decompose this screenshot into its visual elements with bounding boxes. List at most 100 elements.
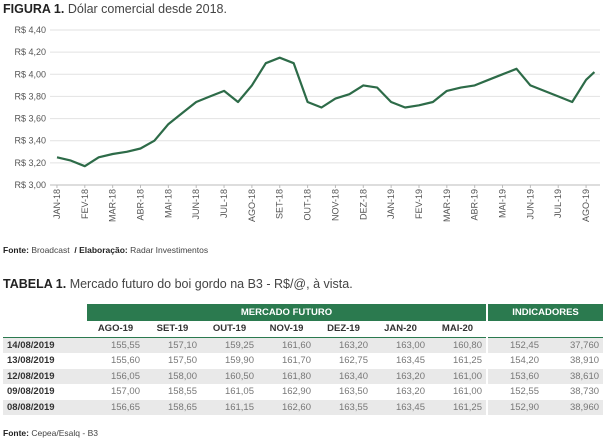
x-tick-label: MAR-18 (108, 189, 118, 222)
x-tick-label: JUN-18 (191, 189, 201, 220)
table-row: 09/08/2019 157,00 158,55 161,05 162,90 163,50… (3, 384, 603, 400)
x-tick-label: AGO-18 (247, 189, 257, 222)
column-header: NOV-19 (258, 321, 315, 338)
table-row: 12/08/2019 156,05 158,00 160,50 161,80 163,40… (3, 368, 604, 384)
table-cell: 161,05 (224, 386, 254, 398)
x-tick-label: ABR-18 (136, 189, 146, 221)
source-label: Fonte: (3, 245, 29, 255)
gap (486, 399, 488, 415)
figure-title: FIGURA 1. Dólar comercial desde 2018. (3, 2, 227, 16)
y-tick-label: R$ 3,00 (14, 180, 46, 190)
source-label: / Elaboração: (74, 245, 128, 255)
source-text: Broadcast (31, 245, 70, 255)
table-cell: 152,55 (509, 386, 539, 398)
group-header: INDICADORES (488, 304, 604, 321)
source-text: Cepea/Esalq - B3 (31, 428, 98, 438)
x-tick-label: JUL-19 (553, 189, 563, 218)
table-cell: 158,55 (167, 386, 197, 398)
table-cell: 163,45 (395, 355, 425, 367)
x-tick-label: OUT-18 (303, 189, 313, 221)
table-cell: 161,80 (258, 368, 315, 384)
table-cell: 158,65 (144, 399, 201, 415)
y-tick-label: R$ 3,40 (14, 136, 46, 146)
table-cell: 38,960 (543, 399, 604, 415)
table-cell: 161,00 (429, 368, 486, 384)
column-header (488, 321, 543, 338)
table-cell: 163,20 (395, 386, 425, 398)
gap (486, 353, 488, 369)
table-row: 08/08/2019 156,65 158,65 161,15 162,60 163,55… (3, 399, 604, 415)
x-tick-label: MAR-19 (442, 189, 452, 222)
x-tick-label: JAN-18 (52, 189, 62, 219)
table-cell: 158,00 (144, 368, 201, 384)
figure-label: FIGURA 1. (3, 2, 65, 16)
table-source: Fonte: Cepea/Esalq - B3 (3, 428, 98, 438)
table-cell: 157,10 (144, 337, 201, 353)
table-wrap: MERCADO FUTURO INDICADORES AGO-19 SET-19 OU… (3, 304, 604, 415)
row-date: 08/08/2019 (3, 399, 87, 415)
table: MERCADO FUTURO INDICADORES AGO-19 SET-19 OU… (3, 304, 604, 415)
x-tick-label: JAN-19 (386, 189, 396, 219)
table-cell: 160,50 (201, 368, 258, 384)
table-cell: 157,00 (110, 386, 140, 398)
table-cell: 154,20 (509, 355, 539, 367)
y-tick-label: R$ 4,40 (14, 25, 46, 35)
table-cell: 156,05 (87, 368, 144, 384)
source-text: Radar Investimentos (130, 245, 209, 255)
table-cell: 161,00 (452, 386, 482, 398)
source-label: Fonte: (3, 428, 29, 438)
column-header: MAI-20 (429, 321, 486, 338)
column-header: JAN-20 (372, 321, 429, 338)
table-cell: 161,25 (452, 355, 482, 367)
table-cell: 163,20 (372, 368, 429, 384)
table-cell: 153,60 (488, 368, 543, 384)
column-header-row: AGO-19 SET-19 OUT-19 NOV-19 DEZ-19 JAN-20 MAI-… (3, 321, 604, 338)
chart: R$ 3,00 R$ 3,20 R$ 3,40 R$ 3,60 R$ 3,80 R$ 4,… (14, 25, 600, 222)
x-tick-label: FEV-19 (414, 189, 424, 219)
table-cell: 159,25 (201, 337, 258, 353)
figure-title-text: Dólar comercial desde 2018. (67, 2, 227, 16)
table-cell: 155,60 (110, 355, 140, 367)
row-date: 14/08/2019 (3, 337, 87, 353)
column-header (3, 321, 87, 338)
x-tick-label: ABR-19 (470, 189, 480, 221)
gap (486, 368, 488, 384)
y-tick-label: R$ 3,80 (14, 91, 46, 101)
y-tick-label: R$ 3,60 (14, 114, 46, 124)
table-cell: 38,730 (569, 386, 600, 398)
table-cell: 159,90 (224, 355, 254, 367)
y-tick-label: R$ 3,20 (14, 158, 46, 168)
row-date: 13/08/2019 (7, 355, 55, 367)
group-header: MERCADO FUTURO (87, 304, 486, 321)
column-header: AGO-19 (87, 321, 144, 338)
x-tick-label: FEV-18 (80, 189, 90, 219)
x-tick-label: MAI-19 (498, 189, 508, 218)
row-date: 12/08/2019 (3, 368, 87, 384)
table-cell: 163,20 (315, 337, 372, 353)
table-cell: 162,60 (258, 399, 315, 415)
table-cell: 162,75 (338, 355, 368, 367)
gap (486, 337, 488, 353)
table-cell: 163,50 (338, 386, 368, 398)
x-tick-label: MAI-18 (163, 189, 173, 218)
x-tick-label: JUL-18 (219, 189, 229, 218)
table-cell: 152,45 (488, 337, 543, 353)
y-tick-label: R$ 4,20 (14, 47, 46, 57)
table-cell: 155,55 (87, 337, 144, 353)
table-cell: 38,910 (569, 355, 600, 367)
table-title-text: Mercado futuro do boi gordo na B3 - R$/@… (69, 277, 353, 291)
x-tick-label: DEZ-18 (358, 189, 368, 220)
table-title: TABELA 1. Mercado futuro do boi gordo na… (3, 277, 353, 291)
table-cell: 156,65 (87, 399, 144, 415)
x-tick-label: JUN-19 (525, 189, 535, 220)
column-header: OUT-19 (201, 321, 258, 338)
table-row: 14/08/2019 155,55 157,10 159,25 161,60 163,20… (3, 337, 604, 353)
table-cell: 163,40 (315, 368, 372, 384)
table-label: TABELA 1. (3, 277, 67, 291)
table-cell: 37,760 (543, 337, 604, 353)
table-cell: 157,50 (167, 355, 197, 367)
x-tick-label: AGO-19 (581, 189, 591, 222)
table-cell: 152,90 (488, 399, 543, 415)
table-cell: 161,15 (201, 399, 258, 415)
line (56, 56, 596, 168)
